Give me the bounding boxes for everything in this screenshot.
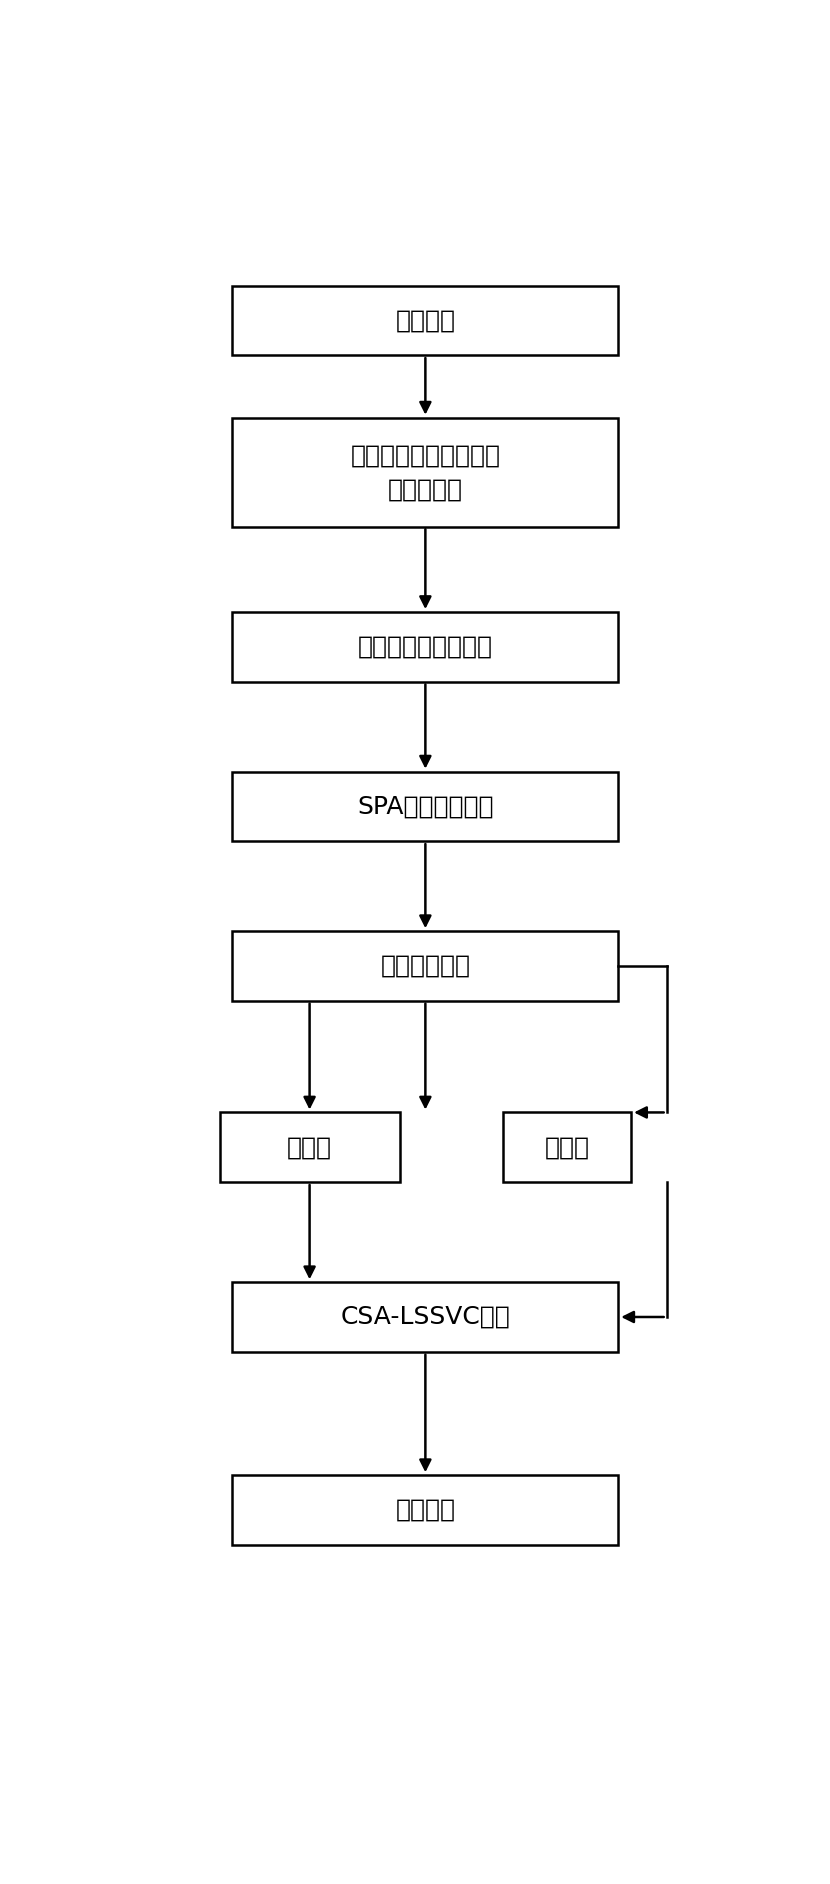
Text: 测试集: 测试集 <box>544 1136 589 1159</box>
Text: 光谱分析仪获取油样原
始荧光光谱: 光谱分析仪获取油样原 始荧光光谱 <box>350 445 500 501</box>
Text: 油样采集: 油样采集 <box>395 309 456 332</box>
Text: SPA特征波长筛选: SPA特征波长筛选 <box>357 795 494 818</box>
Bar <box>232 286 618 356</box>
Bar <box>232 612 618 682</box>
Text: 样本数据划分: 样本数据划分 <box>380 953 471 978</box>
Text: 原始光谱数据预处理: 原始光谱数据预处理 <box>358 635 493 659</box>
Bar <box>232 772 618 840</box>
Bar <box>232 931 618 1000</box>
Bar <box>232 1283 618 1353</box>
Bar <box>219 1112 400 1181</box>
Bar <box>232 1475 618 1545</box>
Text: CSA-LSSVC模型: CSA-LSSVC模型 <box>340 1306 510 1328</box>
Bar <box>503 1112 632 1181</box>
Text: 识别结果: 识别结果 <box>395 1498 456 1522</box>
Text: 训练集: 训练集 <box>287 1136 332 1159</box>
Bar <box>232 418 618 528</box>
